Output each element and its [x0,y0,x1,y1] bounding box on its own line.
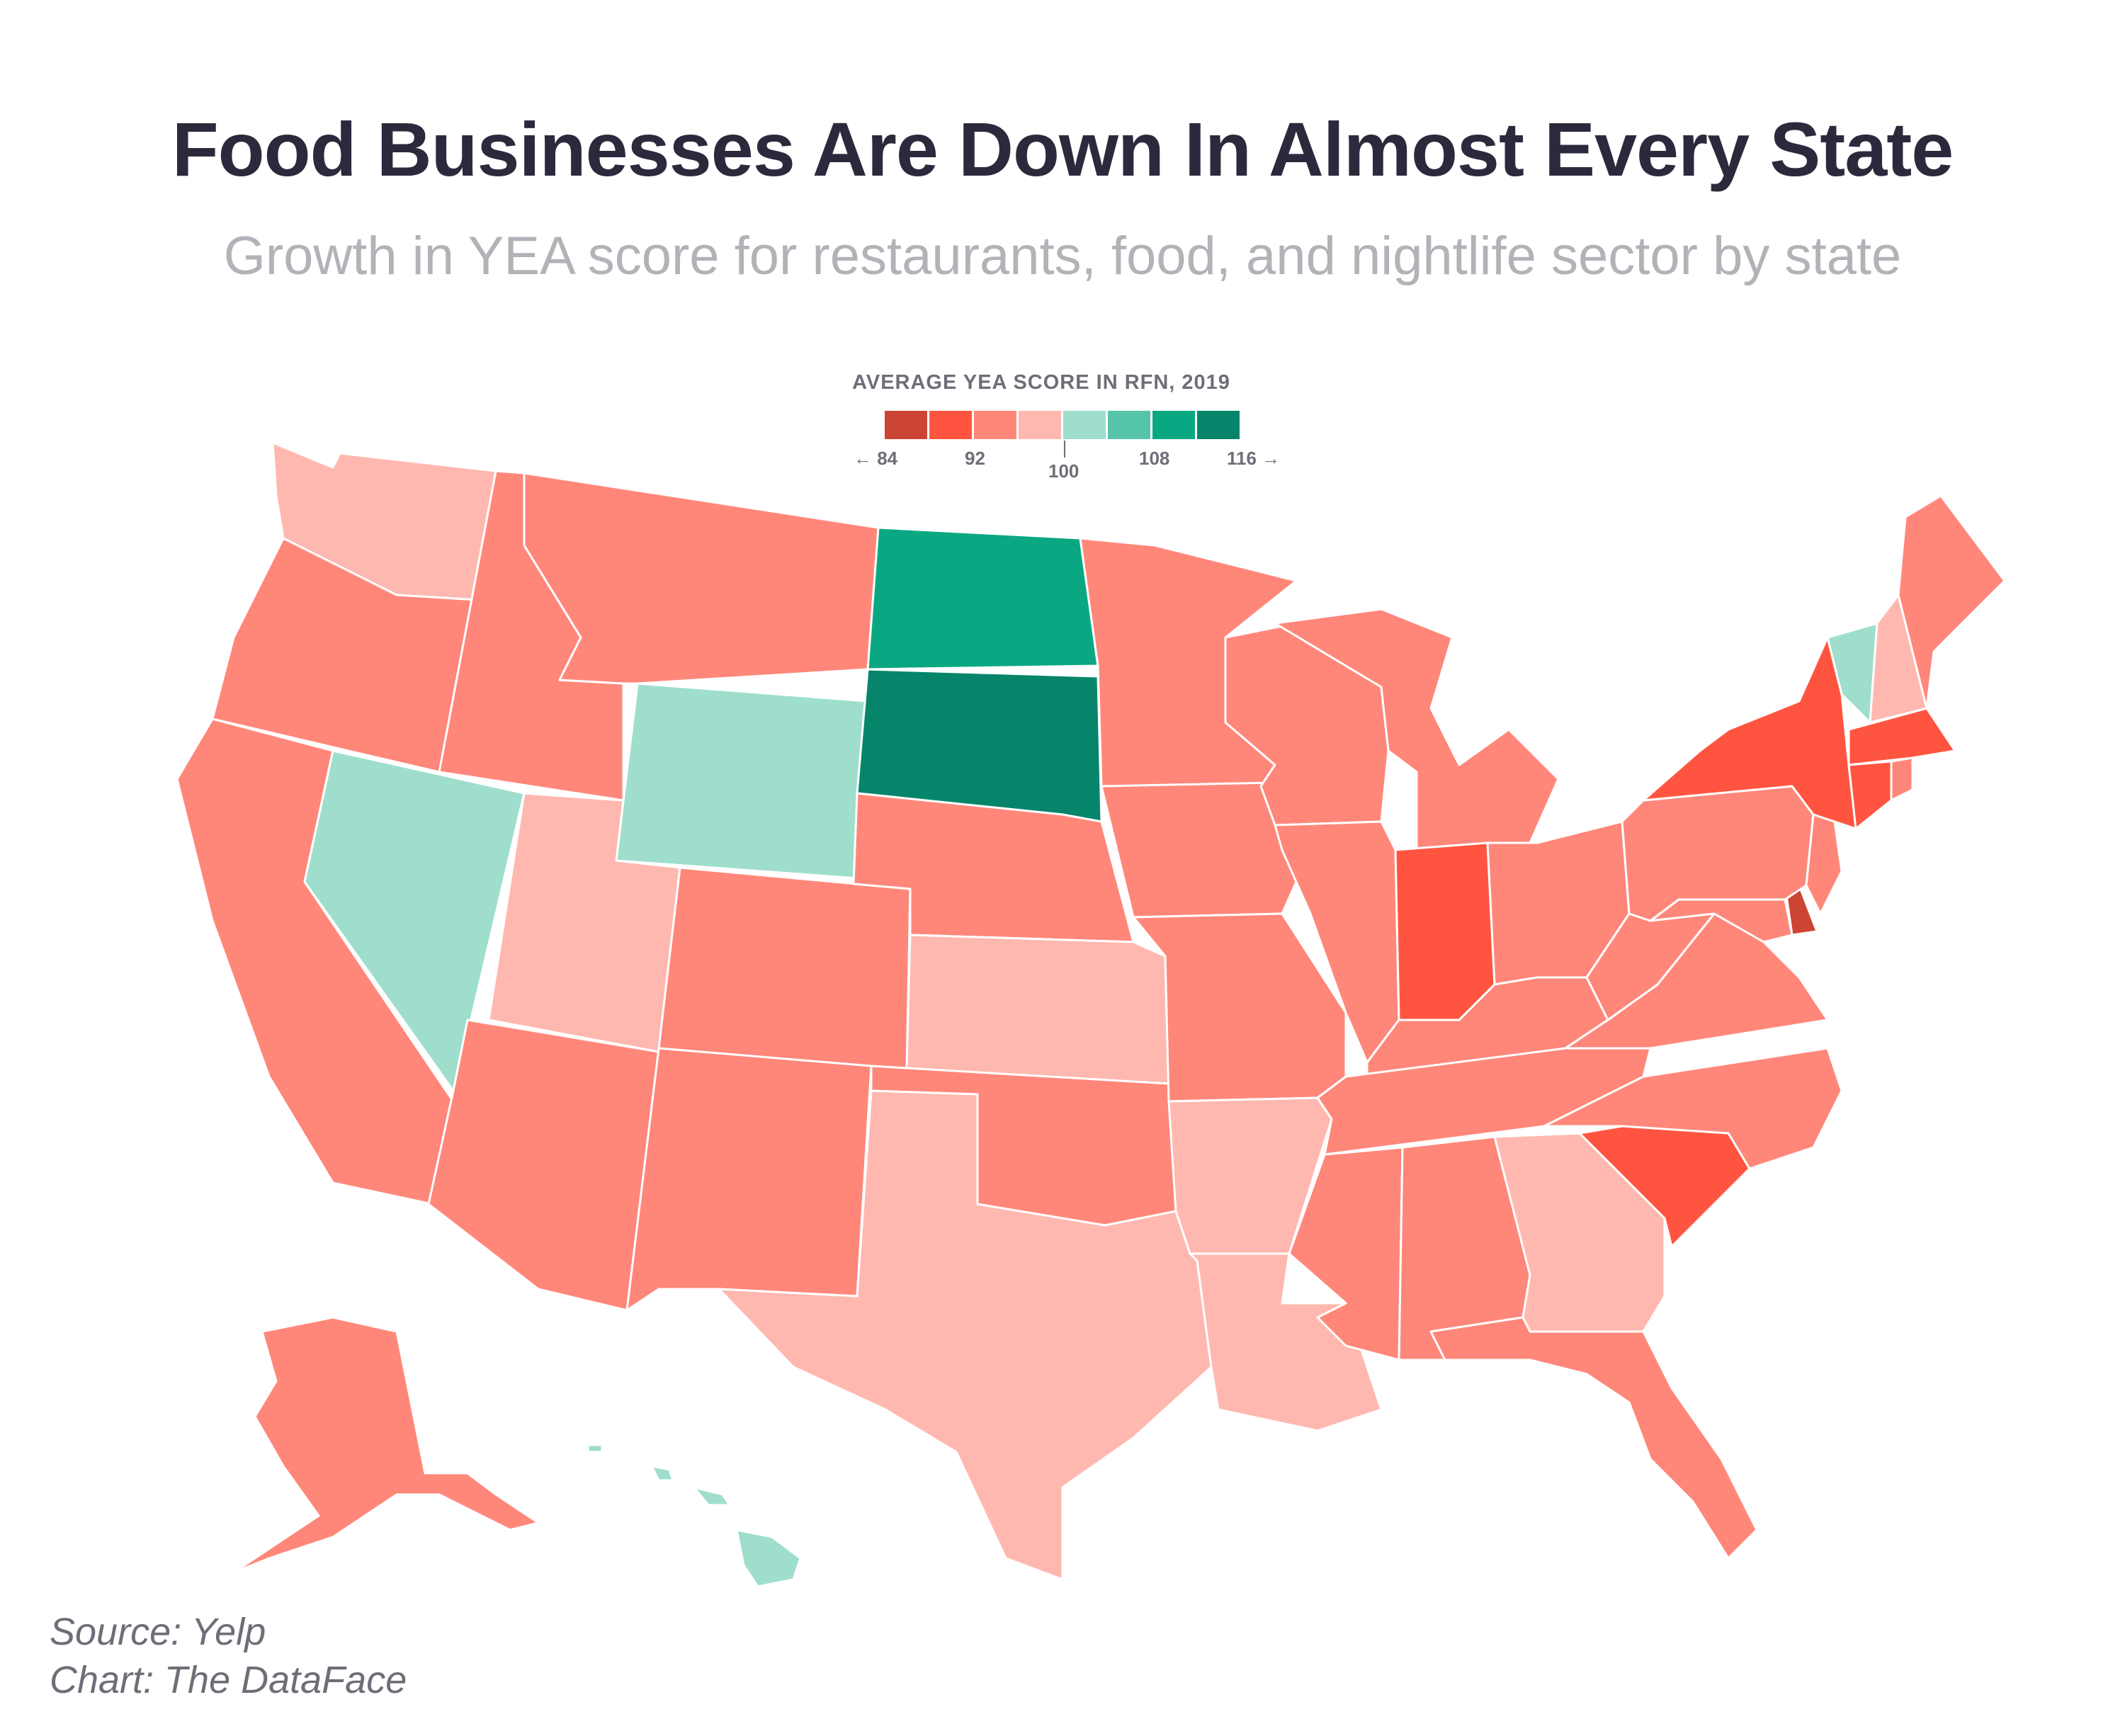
state-north-dakota[interactable] [866,526,1099,671]
chart-title: Food Businesses Are Down In Almost Every… [171,106,1954,192]
legend-swatch-6 [1108,411,1150,439]
legend-title: AVERAGE YEA SCORE IN RFN, 2019 [852,371,1230,394]
state-kansas[interactable] [905,934,1170,1085]
state-pennsylvania[interactable] [1621,785,1815,922]
state-michigan[interactable] [1274,608,1560,851]
legend-swatch-5 [1063,411,1106,439]
legend-swatch-7 [1152,411,1195,439]
state-rhode-island[interactable] [1890,756,1914,802]
state-arizona[interactable] [427,1019,660,1312]
state-alaska[interactable] [232,1316,540,1574]
state-indiana[interactable] [1394,841,1496,1021]
legend-swatch-8 [1197,411,1240,439]
state-montana[interactable] [523,472,880,685]
state-new-york[interactable] [1642,636,1857,830]
legend-tick-116: 116 → [1227,448,1281,469]
legend-tick-92: 92 [965,448,985,469]
chart-subtitle: Growth in YEA score for restaurants, foo… [223,226,1902,286]
state-texas[interactable] [718,1089,1213,1581]
state-florida[interactable] [1429,1316,1758,1560]
state-new-jersey[interactable] [1805,813,1843,915]
chart-source-credit: Source: Yelp Chart: The DataFace [50,1608,407,1704]
state-colorado[interactable] [657,866,912,1071]
source-text: Source: Yelp [50,1611,266,1653]
legend-swatch-3 [974,411,1016,439]
state-wyoming[interactable] [615,682,869,880]
legend-tick-108: 108 [1139,448,1170,469]
state-new-mexico[interactable] [625,1047,873,1312]
legend-swatch-1 [885,411,927,439]
state-connecticut[interactable] [1847,760,1893,830]
legend-color-bar [885,411,1242,439]
credit-text: Chart: The DataFace [50,1659,407,1701]
state-north-carolina[interactable] [1543,1047,1843,1170]
legend-tick-84: ← 84 [854,448,898,469]
state-massachusetts[interactable] [1847,707,1956,766]
state-louisiana[interactable] [1189,1252,1383,1432]
legend-swatch-2 [929,411,972,439]
legend-tick-mark-100 [1064,441,1065,458]
legend-tick-100: 100 [1048,460,1080,482]
state-hawaii[interactable] [586,1443,802,1588]
legend-swatch-4 [1019,411,1061,439]
